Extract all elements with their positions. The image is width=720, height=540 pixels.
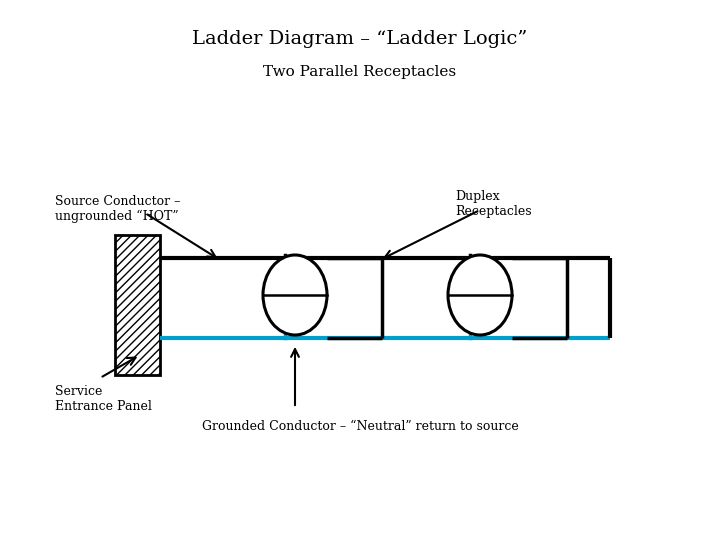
Text: Ladder Diagram – “Ladder Logic”: Ladder Diagram – “Ladder Logic” <box>192 30 528 48</box>
Bar <box>115 235 160 375</box>
Text: Duplex
Receptacles: Duplex Receptacles <box>455 190 531 218</box>
Ellipse shape <box>448 255 512 335</box>
Text: Service
Entrance Panel: Service Entrance Panel <box>55 385 152 413</box>
Text: Source Conductor –
ungrounded “HOT”: Source Conductor – ungrounded “HOT” <box>55 195 181 223</box>
Text: Grounded Conductor – “Neutral” return to source: Grounded Conductor – “Neutral” return to… <box>202 420 518 433</box>
Text: Two Parallel Receptacles: Two Parallel Receptacles <box>264 65 456 79</box>
Ellipse shape <box>263 255 327 335</box>
